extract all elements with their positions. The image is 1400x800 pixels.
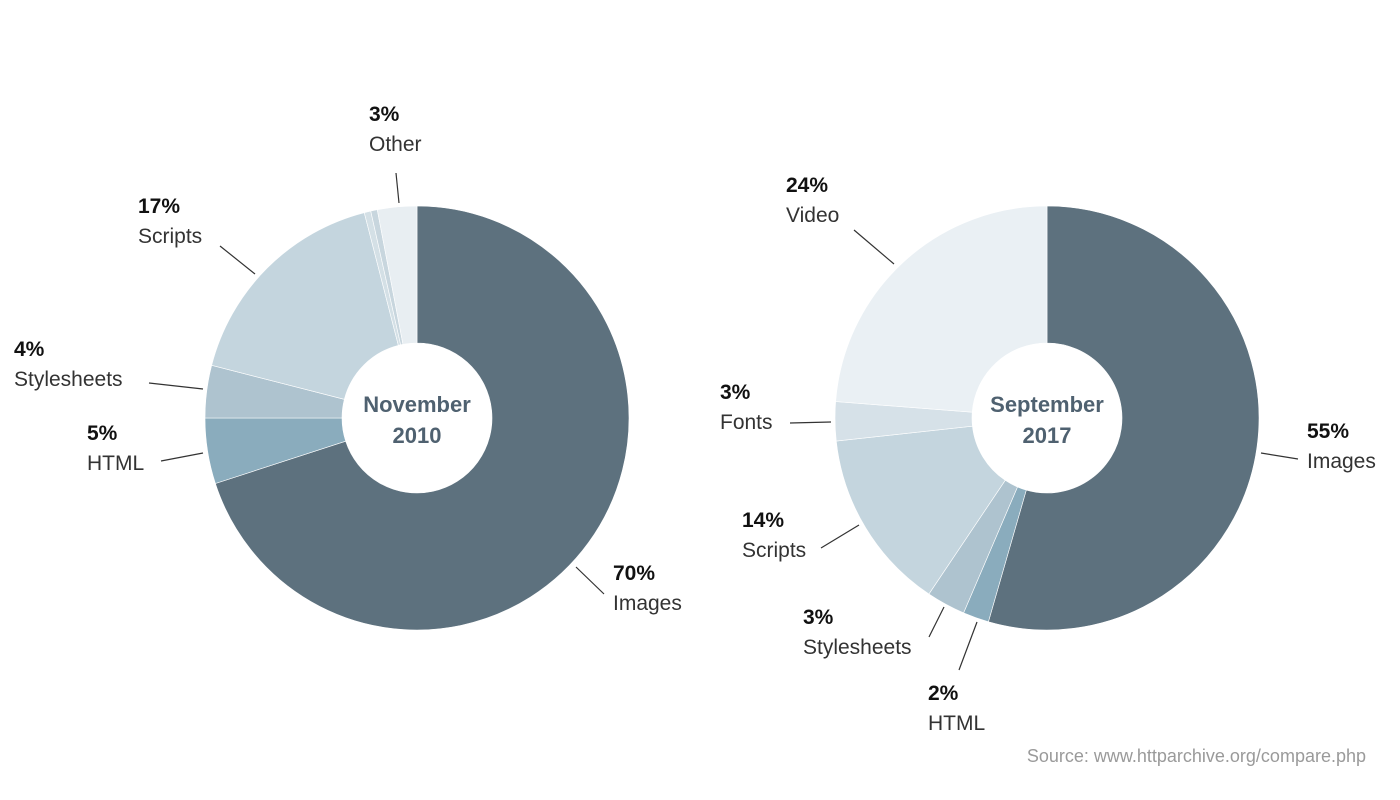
data-label-pct-fonts: 3% <box>720 381 751 404</box>
leader-line-stylesheets <box>928 606 945 638</box>
leader-line-images <box>1260 452 1299 460</box>
leader-line-scripts <box>820 524 860 549</box>
leader-line-images <box>575 566 605 595</box>
data-label-pct-stylesheets: 3% <box>803 606 834 629</box>
data-label-pct-video: 24% <box>786 174 828 197</box>
center-label-line-0: November <box>363 392 471 417</box>
leader-line-stylesheets <box>148 382 204 390</box>
data-label-name-fonts: Fonts <box>720 411 773 434</box>
center-label-line-1: 2010 <box>393 423 442 448</box>
leader-line-html <box>160 452 204 462</box>
slice-other <box>376 205 418 345</box>
leader-line-video <box>853 229 895 265</box>
donut-chart-2017: 55% Images 2% HTML 3% Stylesheets 14% Scripts 3%… <box>720 174 1376 735</box>
data-label-pct-html: 5% <box>87 422 118 445</box>
data-label-pct-other: 3% <box>369 103 400 126</box>
data-label-name-stylesheets: Stylesheets <box>803 636 912 659</box>
slice-images <box>214 205 630 631</box>
data-label-pct-scripts: 17% <box>138 195 180 218</box>
data-label-name-scripts: Scripts <box>742 539 806 562</box>
data-label-name-html: HTML <box>87 452 144 475</box>
slice-images <box>988 205 1260 631</box>
slice-scripts <box>835 425 1006 595</box>
data-label-pct-html: 2% <box>928 682 959 705</box>
source-note: Source: www.httparchive.org/compare.php <box>1026 746 1366 766</box>
leader-line-other <box>395 172 400 204</box>
center-label-line-1: 2017 <box>1023 423 1072 448</box>
data-label-pct-stylesheets: 4% <box>14 338 45 361</box>
data-label-name-images: Images <box>1307 450 1376 473</box>
data-label-pct-images: 70% <box>613 562 655 585</box>
slice-scripts <box>211 212 399 400</box>
donut-chart-2010: 70% Images 5% HTML 4% Stylesheets 17% Scripts 3%… <box>14 103 682 631</box>
data-label-pct-scripts: 14% <box>742 509 784 532</box>
data-label-name-html: HTML <box>928 712 985 735</box>
leader-line-scripts <box>219 245 256 275</box>
center-label-line-0: September <box>990 392 1104 417</box>
data-label-name-stylesheets: Stylesheets <box>14 368 123 391</box>
leader-line-html <box>958 621 978 671</box>
data-label-pct-images: 55% <box>1307 420 1349 443</box>
data-label-name-scripts: Scripts <box>138 225 202 248</box>
data-label-name-images: Images <box>613 592 682 615</box>
leader-line-fonts <box>789 421 832 424</box>
data-label-name-other: Other <box>369 133 422 156</box>
data-label-name-video: Video <box>786 204 839 227</box>
slice-video <box>835 205 1048 413</box>
